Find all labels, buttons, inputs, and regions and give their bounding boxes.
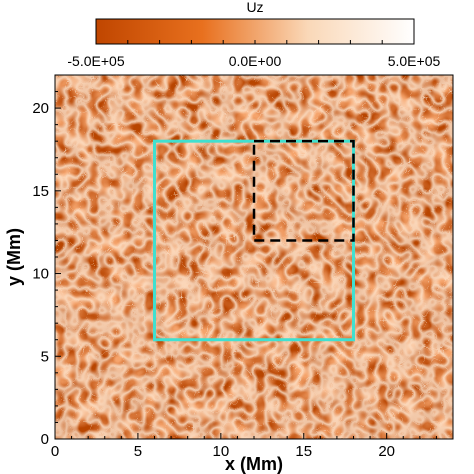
region-dashed-box: [252, 139, 355, 242]
x-axis-label: x (Mm): [225, 454, 283, 474]
colorbar: Uz -5.0E+05 0.0E+00 5.0E+05: [67, 0, 440, 69]
colorbar-gradient: [95, 18, 415, 45]
colorbar-label: Uz: [246, 0, 263, 15]
x-tick-label: 0: [51, 443, 59, 460]
y-tick-label: 5: [41, 348, 49, 365]
x-tick-label: 20: [378, 443, 395, 460]
colorbar-tick-label: 5.0E+05: [388, 53, 441, 69]
y-tick-label: 0: [41, 431, 49, 448]
colorbar-tick-label: -5.0E+05: [67, 53, 124, 69]
colorbar-tick-label: 0.0E+00: [229, 53, 282, 69]
y-tick-label: 15: [32, 183, 49, 200]
x-tick-label: 5: [134, 443, 142, 460]
x-axis-ticks: 0 5 10 15 20: [51, 433, 437, 460]
regions: [153, 139, 355, 342]
colorbar-ticks: -5.0E+05 0.0E+00 5.0E+05: [67, 40, 440, 69]
y-tick-label: 20: [32, 100, 49, 117]
x-tick-label: 10: [212, 443, 229, 460]
y-axis-label: y (Mm): [4, 228, 24, 286]
y-axis-ticks: 0 5 10 15 20: [32, 91, 61, 448]
plot-area: [55, 75, 453, 439]
x-tick-label: 15: [295, 443, 312, 460]
granule-highlights: [55, 75, 453, 439]
y-tick-label: 10: [32, 266, 49, 283]
